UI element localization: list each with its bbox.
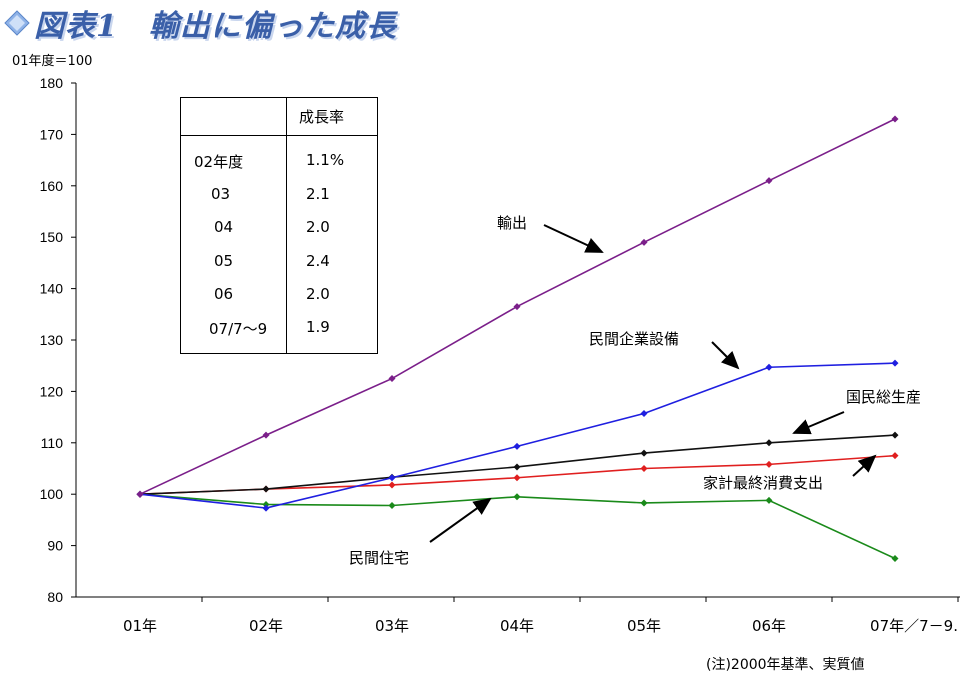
x-tick-label: 03年 <box>375 617 409 635</box>
data-point-exports <box>136 490 144 498</box>
table-rate: 2.0 <box>306 285 330 303</box>
table-row: 03 2.1 <box>181 185 379 205</box>
y-tick-label: 90 <box>47 538 63 554</box>
y-tick-label: 120 <box>40 383 64 399</box>
data-point-housing <box>388 502 396 510</box>
annotation-arrow <box>429 497 492 543</box>
y-tick-label: 180 <box>40 75 64 91</box>
data-point-capex <box>765 363 773 371</box>
table-rate: 1.9 <box>306 318 330 336</box>
data-point-capex <box>640 410 648 418</box>
chart-title: 図表1 輸出に偏った成長 <box>34 9 397 44</box>
series-label-housing: 民間住宅 <box>349 549 409 567</box>
table-year: 04 <box>214 218 234 236</box>
x-tick-label: 04年 <box>500 617 534 635</box>
data-point-consumption <box>388 481 396 489</box>
data-point-housing <box>765 496 773 504</box>
data-point-exports <box>891 115 899 123</box>
data-point-gdp <box>891 431 899 439</box>
table-year: 02年度 <box>194 153 244 171</box>
x-tick-label: 05年 <box>627 617 661 635</box>
y-tick-label: 110 <box>41 435 64 451</box>
table-rate: 2.4 <box>306 252 330 270</box>
y-tick-label: 100 <box>40 486 64 502</box>
table-year: 07/7～9 <box>209 320 268 338</box>
table-row: 05 2.4 <box>181 252 379 272</box>
x-tick-label: 02年 <box>249 617 283 635</box>
table-rate: 2.1 <box>306 185 330 203</box>
data-point-exports <box>388 375 396 383</box>
annotation-arrow <box>792 411 845 435</box>
table-row: 07/7～9 1.9 <box>181 318 379 338</box>
data-point-gdp <box>640 449 648 457</box>
diamond-icon <box>4 10 30 36</box>
data-point-housing <box>513 493 521 501</box>
data-point-capex <box>891 359 899 367</box>
data-point-consumption <box>891 452 899 460</box>
data-point-gdp <box>765 439 773 447</box>
table-row: 04 2.0 <box>181 218 379 238</box>
data-point-consumption <box>513 474 521 482</box>
data-point-housing <box>891 554 899 562</box>
table-divider-vertical <box>286 98 287 353</box>
series-label-gdp: 国民総生産 <box>846 388 921 406</box>
y-tick-label: 150 <box>40 229 64 245</box>
growth-rate-table: 成長率 02年度 1.1% 03 2.1 04 2.0 05 2.4 06 2.… <box>180 97 378 354</box>
data-point-consumption <box>640 465 648 472</box>
table-rate: 1.1% <box>306 151 345 169</box>
table-row: 02年度 1.1% <box>181 151 379 171</box>
annotation-arrow <box>711 341 740 370</box>
table-header: 成長率 <box>299 108 345 126</box>
annotation-arrow <box>543 224 604 253</box>
x-tick-label: 01年 <box>123 617 157 635</box>
table-year: 05 <box>214 252 234 270</box>
data-point-gdp <box>262 485 270 493</box>
data-point-exports <box>262 431 270 439</box>
data-point-consumption <box>765 460 773 468</box>
annotation-arrow <box>852 454 877 477</box>
data-point-housing <box>262 500 270 508</box>
y-tick-label: 80 <box>47 589 63 605</box>
series-label-exports: 輸出 <box>497 214 527 232</box>
data-point-housing <box>640 499 648 507</box>
data-point-capex <box>388 474 396 482</box>
table-row: 06 2.0 <box>181 285 379 305</box>
series-label-consumption: 家計最終消費支出 <box>703 474 823 492</box>
y-axis-units: 01年度＝100 <box>12 54 93 69</box>
y-tick-label: 130 <box>40 332 64 348</box>
data-point-gdp <box>513 463 521 471</box>
data-point-capex <box>513 442 521 450</box>
x-tick-label: 07年／7－9. <box>870 617 958 635</box>
y-tick-label: 160 <box>40 178 64 194</box>
x-tick-label: 06年 <box>752 617 786 635</box>
data-point-exports <box>513 303 521 311</box>
data-point-exports <box>765 177 773 185</box>
table-year: 06 <box>214 285 234 303</box>
table-rate: 2.0 <box>306 218 330 236</box>
data-point-capex <box>262 504 270 512</box>
data-point-exports <box>640 238 648 246</box>
series-label-capex: 民間企業設備 <box>589 330 679 348</box>
y-tick-label: 170 <box>40 126 64 142</box>
title-bar: 図表1 輸出に偏った成長 <box>4 2 397 44</box>
table-divider-horizontal <box>181 135 377 136</box>
footnote: (注)2000年基準、実質値 <box>706 657 865 673</box>
series-line-housing <box>139 493 896 560</box>
y-tick-label: 140 <box>40 281 64 297</box>
table-year: 03 <box>211 185 231 203</box>
